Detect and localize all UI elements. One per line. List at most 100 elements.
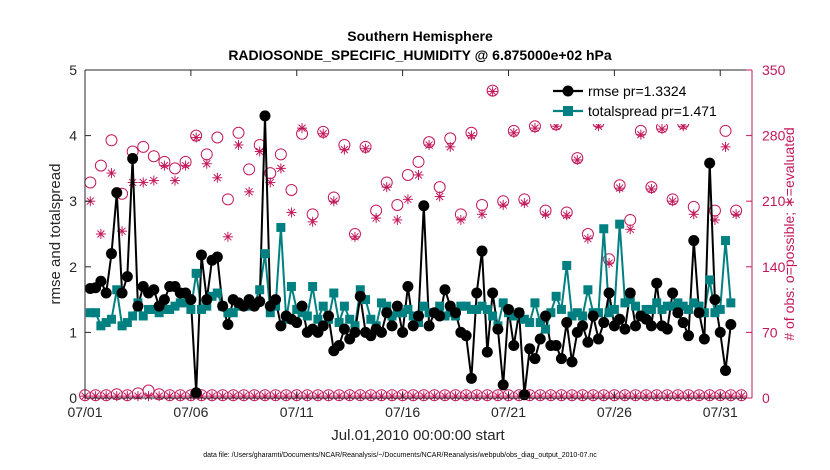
- rmse-point: [105, 248, 117, 260]
- obs-evaluated-point: [635, 129, 646, 140]
- obs-evaluated-point: [731, 209, 742, 220]
- obs-evaluated-point: [461, 391, 472, 402]
- rmse-point: [587, 310, 599, 322]
- y-axis-right-label: # of obs: o=possible; ∗=evaluated: [781, 127, 797, 340]
- totalspread-point: [578, 311, 588, 321]
- totalspread-point: [546, 308, 556, 318]
- obs-evaluated-point: [424, 139, 435, 150]
- totalspread-point: [128, 311, 138, 321]
- rmse-point: [349, 326, 361, 338]
- totalspread-point: [255, 285, 265, 295]
- rmse-point: [508, 340, 520, 352]
- obs-evaluated-point: [111, 391, 122, 402]
- rmse-point: [317, 320, 329, 332]
- totalspread-point: [694, 301, 704, 311]
- rmse-point: [566, 356, 578, 368]
- totalspread-point: [488, 311, 498, 321]
- rmse-point: [100, 287, 112, 299]
- totalspread-point: [535, 318, 545, 328]
- obs-evaluated-point: [169, 175, 180, 186]
- obs-evaluated-point: [535, 391, 546, 402]
- x-tick-label: 07/21: [491, 404, 526, 420]
- totalspread-point: [583, 285, 593, 295]
- rmse-point: [645, 320, 657, 332]
- totalspread-point: [392, 308, 402, 318]
- totalspread-point: [286, 281, 296, 291]
- obs-possible-point: [285, 183, 298, 196]
- rmse-point: [111, 187, 123, 199]
- rmse-point: [439, 284, 451, 296]
- totalspread-point: [318, 301, 328, 311]
- obs-evaluated-point: [175, 391, 186, 402]
- totalspread-point: [641, 304, 651, 314]
- legend-box: [545, 78, 745, 124]
- rmse-point: [582, 336, 594, 348]
- chart-title: Southern Hemisphere: [347, 28, 493, 44]
- y-left-tick-label: 5: [69, 62, 77, 78]
- totalspread-point: [593, 308, 603, 318]
- obs-evaluated-point: [307, 216, 318, 227]
- obs-possible-point: [147, 150, 160, 163]
- y-right-tick-label: 350: [762, 62, 786, 78]
- rmse-point: [709, 294, 721, 306]
- obs-evaluated-point: [572, 154, 583, 165]
- obs-evaluated-point: [180, 160, 191, 171]
- totalspread-point: [191, 268, 201, 278]
- rmse-point: [471, 287, 483, 299]
- obs-evaluated-point: [577, 391, 588, 402]
- obs-evaluated-point: [471, 391, 482, 402]
- rmse-point: [116, 287, 128, 299]
- obs-evaluated-point: [519, 198, 530, 209]
- rmse-point: [270, 294, 282, 306]
- totalspread-point: [721, 236, 731, 246]
- rmse-point: [291, 317, 303, 329]
- obs-evaluated-point: [434, 191, 445, 202]
- totalspread-point: [112, 285, 122, 295]
- totalspread-point: [149, 304, 159, 314]
- x-tick-label: 07/11: [280, 404, 314, 420]
- rmse-point: [375, 326, 387, 338]
- rmse-point: [688, 235, 700, 247]
- obs-evaluated-point: [106, 168, 117, 179]
- rmse-point: [555, 353, 567, 365]
- obs-evaluated-point: [672, 391, 683, 402]
- totalspread-point: [456, 301, 466, 311]
- obs-possible-point: [168, 162, 181, 175]
- rmse-point: [524, 343, 536, 355]
- x-tick-label: 07/06: [173, 404, 208, 420]
- rmse-point: [476, 245, 488, 257]
- rmse-point: [127, 153, 139, 165]
- obs-evaluated-point: [688, 209, 699, 220]
- rmse-point: [391, 300, 403, 312]
- obs-evaluated-point: [720, 141, 731, 152]
- totalspread-point: [541, 324, 551, 334]
- totalspread-point: [519, 314, 529, 324]
- obs-evaluated-point: [704, 391, 715, 402]
- x-tick-label: 07/16: [385, 404, 420, 420]
- obs-evaluated-point: [334, 391, 345, 402]
- obs-evaluated-point: [455, 214, 466, 225]
- legend-spread-label: totalspread pr=1.471: [588, 103, 717, 119]
- totalspread-point: [689, 298, 699, 308]
- totalspread-point: [91, 308, 101, 318]
- obs-evaluated-point: [254, 146, 265, 157]
- y-right-tick-label: 280: [762, 128, 786, 144]
- obs-evaluated-point: [477, 209, 488, 220]
- totalspread-point: [477, 301, 487, 311]
- totalspread-point: [615, 219, 625, 229]
- axis-ticks-layer: 0 1 2 3 4 5 0 70 140 210 280 350 07/01 07/06 07/11 07/1…: [67, 62, 785, 420]
- obs-evaluated-point: [217, 391, 228, 402]
- obs-possible-point: [211, 131, 224, 144]
- rmse-point: [222, 319, 234, 331]
- obs-evaluated-point: [418, 391, 429, 402]
- rmse-point: [502, 303, 514, 315]
- totalspread-point: [435, 301, 445, 311]
- obs-evaluated-point: [318, 128, 329, 139]
- rmse-point: [598, 317, 610, 329]
- obs-evaluated-point: [371, 213, 382, 224]
- rmse-point: [592, 333, 604, 345]
- obs-evaluated-point: [90, 391, 101, 402]
- totalspread-point: [276, 222, 286, 232]
- obs-evaluated-point: [381, 182, 392, 193]
- rmse-point: [407, 320, 419, 332]
